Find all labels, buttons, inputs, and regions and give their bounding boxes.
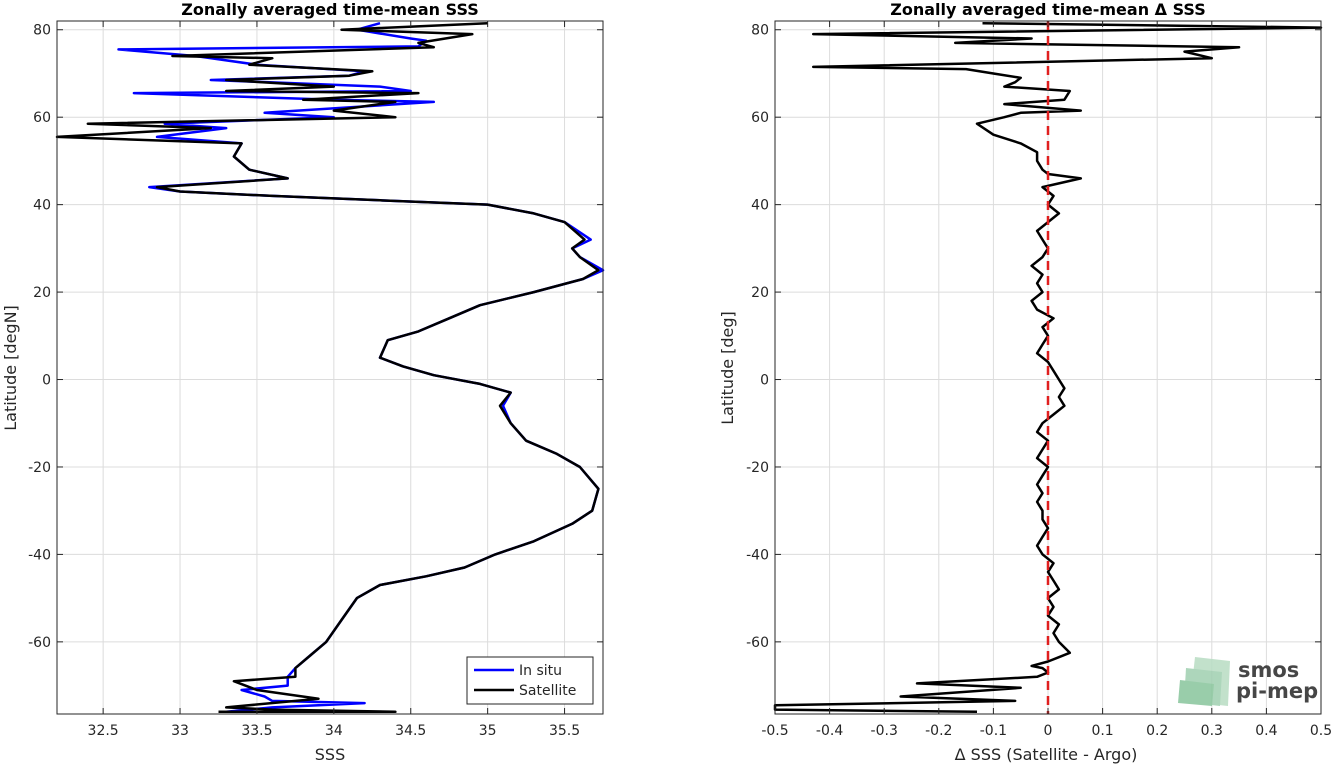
sss-chart-title: Zonally averaged time-mean SSS (181, 0, 479, 19)
delta-x-axis-label: Δ SSS (Satellite - Argo) (955, 745, 1138, 764)
sss-y-tick-label: 20 (33, 285, 51, 301)
sss-series-satellite (55, 21, 600, 714)
logo-text-pi-mep: pi-mep (1236, 679, 1318, 703)
delta-y-axis-label: Latitude [deg] (718, 311, 737, 425)
sss-axes-frame (56, 20, 604, 715)
sss-plot-area (57, 21, 603, 714)
sss-x-axis-label: SSS (315, 745, 345, 764)
sss-x-tick-label: 34.5 (395, 723, 426, 739)
sss-y-tick-label: 80 (33, 23, 51, 39)
sss-x-tick-label: 33 (171, 723, 189, 739)
delta-ticks: -0.5 -0.4 -0.3 -0.2 -0.1 0 0.1 0.2 0.3 0.4 0.5 -60 -… (746, 21, 1332, 739)
delta-y-tick-label: -20 (746, 460, 769, 476)
delta-sss-panel: -0.5 -0.4 -0.3 -0.2 -0.1 0 0.1 0.2 0.3 0.4 0.5 -60 -… (718, 0, 1332, 764)
delta-series-difference (773, 21, 1323, 714)
sss-x-tick-label: 34 (325, 723, 343, 739)
sss-x-tick-label: 32.5 (88, 723, 119, 739)
delta-x-tick-label: -0.3 (871, 723, 898, 739)
sss-x-tick-label: 33.5 (241, 723, 272, 739)
sss-grid (57, 21, 603, 714)
sss-x-tick-label: 35.5 (549, 723, 580, 739)
delta-x-tick-label: 0.1 (1091, 723, 1113, 739)
sss-y-tick-label: 0 (42, 373, 51, 389)
delta-y-tick-label: 40 (751, 198, 769, 214)
delta-x-tick-label: -0.5 (761, 723, 788, 739)
sss-x-tick-label: 35 (479, 723, 497, 739)
delta-y-tick-label: 60 (751, 110, 769, 126)
delta-x-tick-label: -0.2 (925, 723, 952, 739)
delta-x-tick-label: 0 (1044, 723, 1053, 739)
delta-chart-title: Zonally averaged time-mean Δ SSS (890, 0, 1206, 19)
smos-pi-mep-logo: smos pi-mep (1178, 657, 1318, 706)
sss-ticks: 32.5 33 33.5 34 34.5 35 35.5 -60 -40 -20 0 20 40 60 80 (28, 21, 603, 739)
delta-y-tick-label: -60 (746, 635, 769, 651)
delta-y-tick-label: 80 (751, 23, 769, 39)
delta-x-tick-label: 0.3 (1201, 723, 1223, 739)
sss-y-axis-label: Latitude [degN] (1, 305, 20, 431)
legend-box (466, 656, 594, 705)
logo-shape-front (1178, 680, 1214, 706)
sss-y-tick-label: -20 (28, 460, 51, 476)
legend: In situ Satellite (466, 656, 594, 705)
delta-x-tick-label: -0.1 (980, 723, 1007, 739)
delta-x-tick-label: 0.4 (1255, 723, 1277, 739)
sss-y-tick-label: -60 (28, 635, 51, 651)
delta-x-tick-label: 0.2 (1146, 723, 1168, 739)
logo-text-smos: smos (1238, 658, 1299, 682)
delta-y-tick-label: -40 (746, 547, 769, 563)
delta-series-group (773, 21, 1323, 714)
sss-y-tick-label: 60 (33, 110, 51, 126)
delta-x-tick-label: -0.4 (816, 723, 843, 739)
sss-panel: 32.5 33 33.5 34 34.5 35 35.5 -60 -40 -20 0 20 40 60 80… (1, 0, 605, 764)
delta-y-tick-label: 0 (760, 373, 769, 389)
delta-x-tick-label: 0.5 (1310, 723, 1332, 739)
sss-series-group (55, 21, 605, 714)
delta-y-tick-label: 20 (751, 285, 769, 301)
sss-y-tick-label: -40 (28, 547, 51, 563)
legend-label-satellite: Satellite (519, 683, 576, 699)
legend-label-in-situ: In situ (519, 663, 562, 679)
sss-y-tick-label: 40 (33, 198, 51, 214)
